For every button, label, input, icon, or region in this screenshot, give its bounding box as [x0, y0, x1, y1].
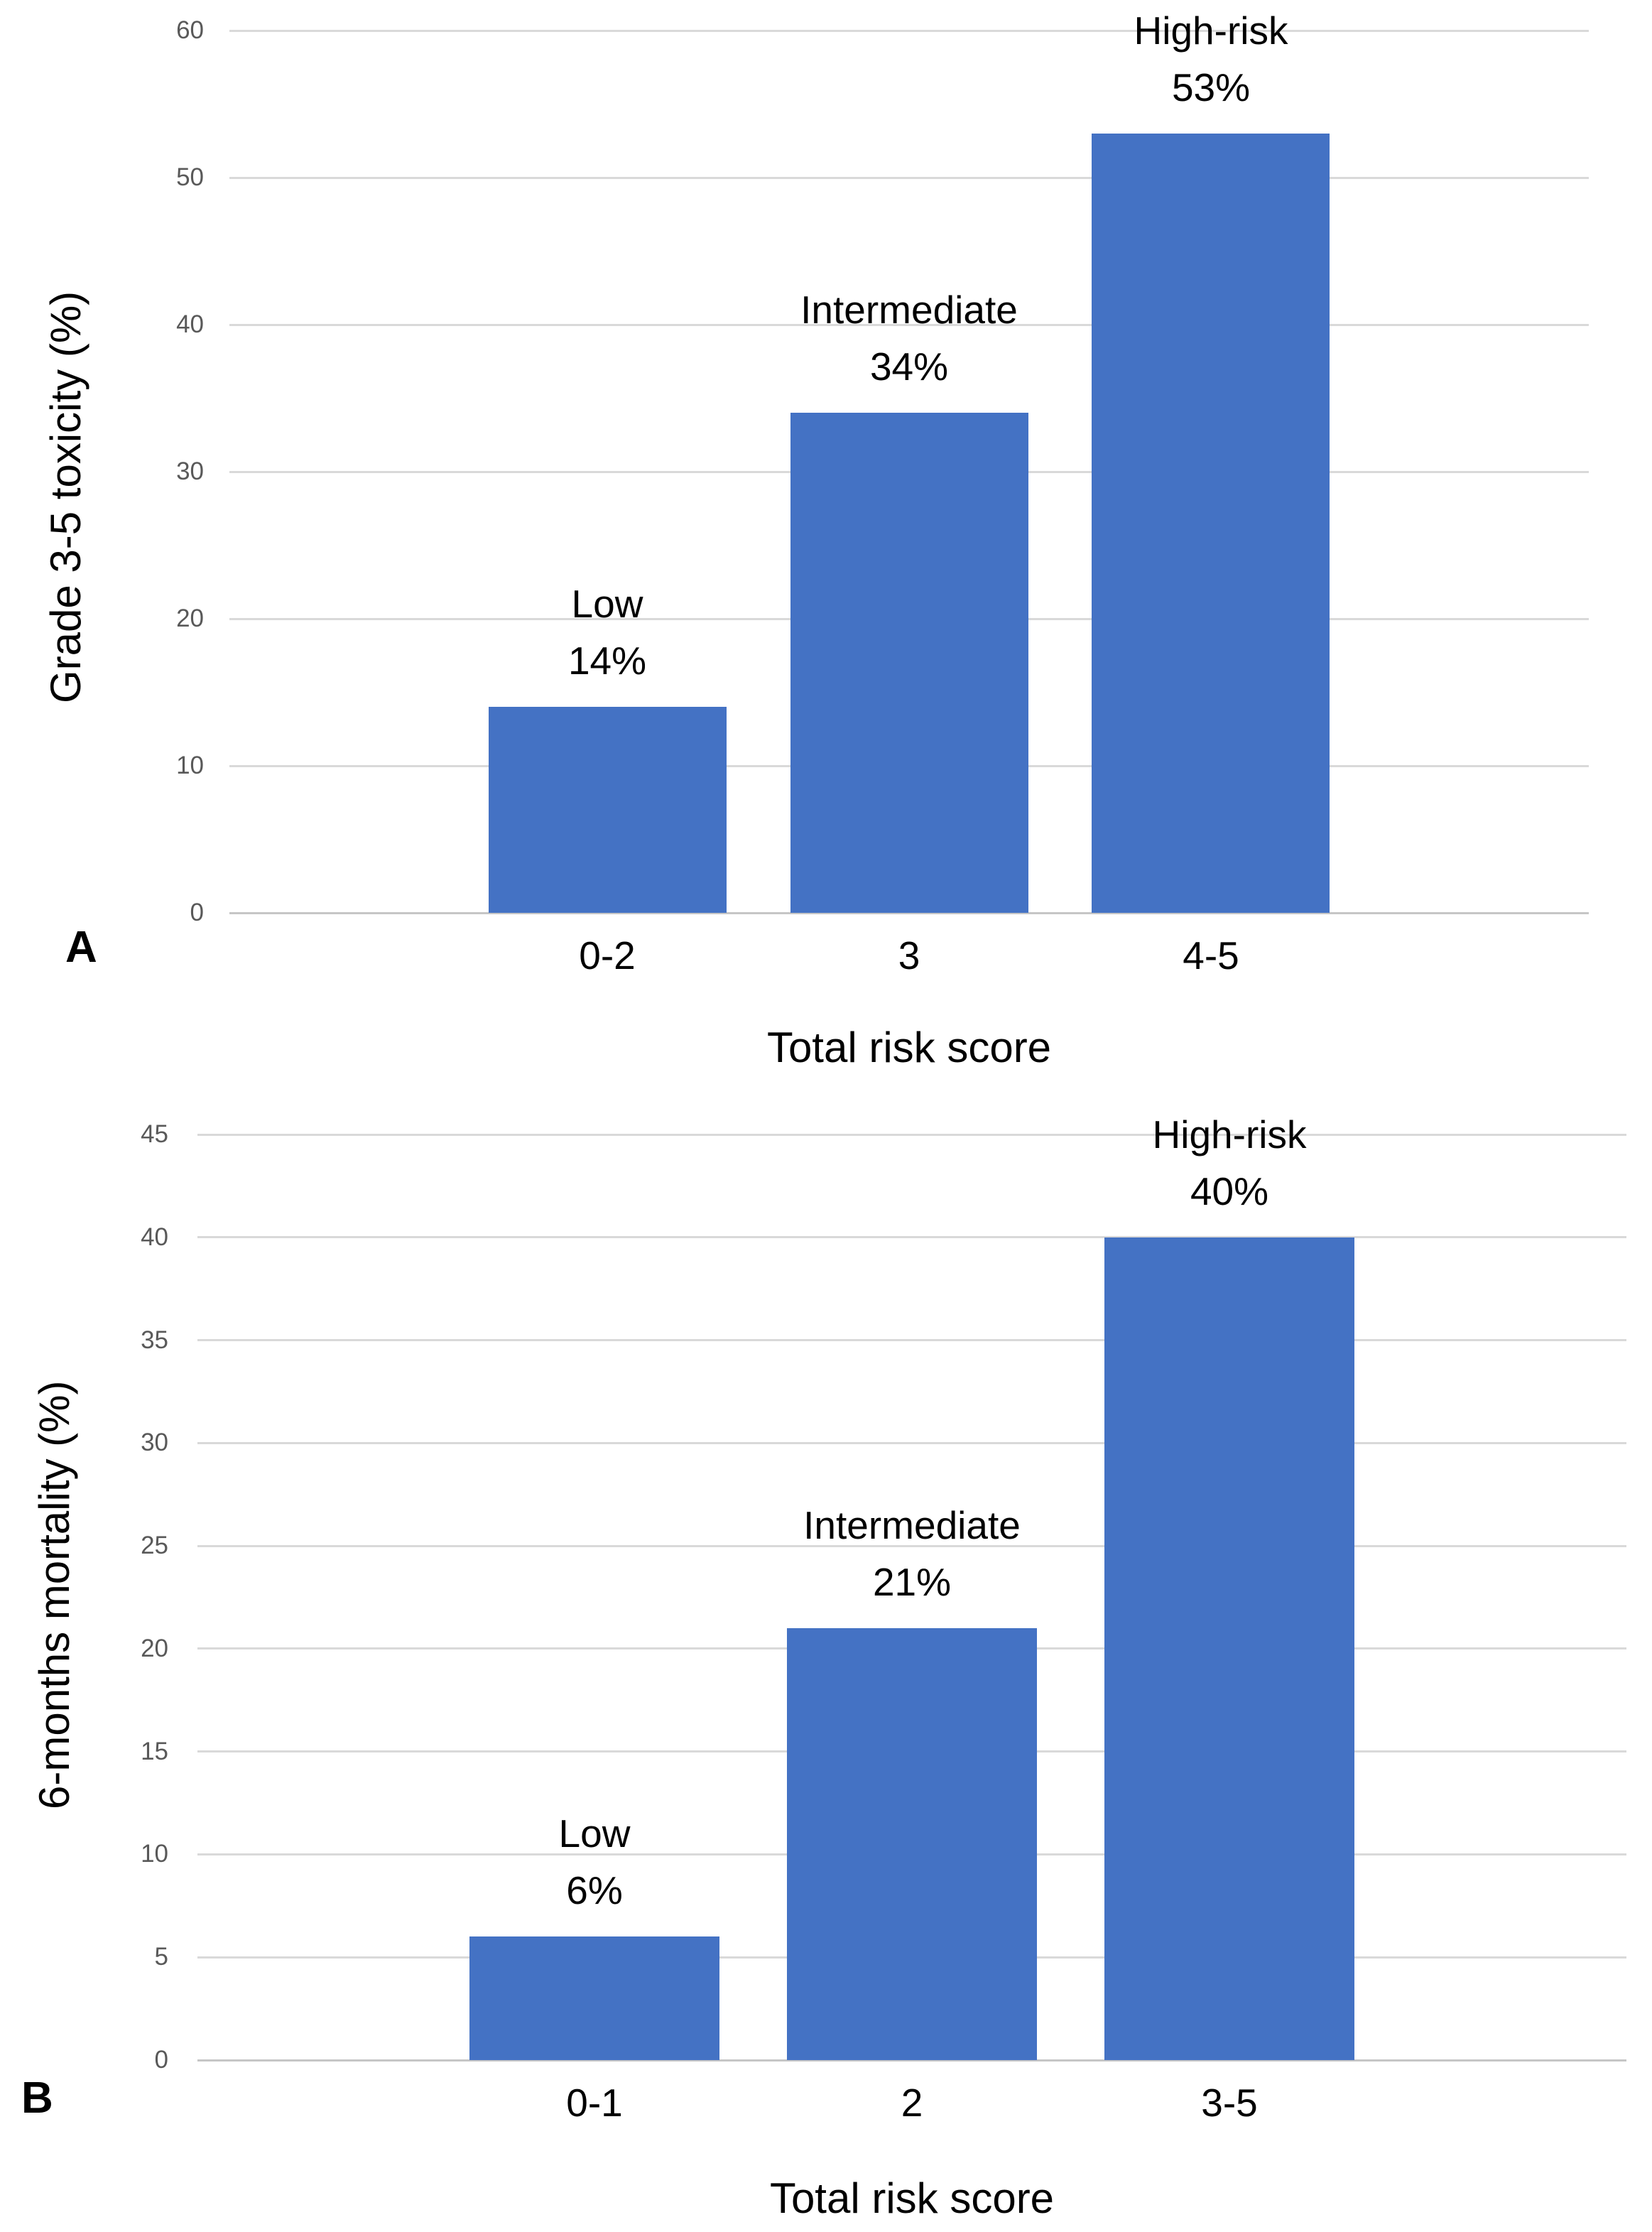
gridline-y30: [197, 1442, 1626, 1444]
plot-area-a: 0 10 20 30 40 50 60 Low 14% 0-2 Intermediate 34% 3 Hi…: [176, 9, 1589, 977]
x-category-label-3: 3: [898, 933, 920, 977]
bar-0-2: [489, 707, 727, 913]
bar-label-value: 21%: [872, 1560, 952, 1604]
bar-label-group: Intermediate: [803, 1503, 1021, 1547]
gridline-y0: [197, 2059, 1626, 2062]
bar-label-group: Low: [558, 1811, 631, 1856]
bar-label-group: Intermediate: [800, 288, 1018, 332]
y-tick-label-10: 10: [141, 1840, 168, 1868]
bar-label-3-5: High-risk 40%: [981, 1106, 1478, 1220]
y-tick-label-25: 25: [141, 1532, 168, 1559]
y-tick-label-0: 0: [154, 2046, 168, 2074]
bar-label-4-5: High-risk 53%: [962, 2, 1460, 116]
gridline-y35: [197, 1339, 1626, 1341]
y-tick-label-15: 15: [141, 1738, 168, 1765]
y-tick-label-30: 30: [141, 1429, 168, 1456]
bar-label-value: 34%: [869, 345, 949, 389]
panel-label-a: A: [65, 923, 97, 972]
y-tick-label-50: 50: [176, 163, 204, 191]
bar-label-0-2: Low 14%: [359, 575, 856, 689]
bar-label-value: 6%: [566, 1868, 623, 1912]
bar-3-5: [1104, 1237, 1354, 2060]
gridline-y45: [197, 1134, 1626, 1136]
y-tick-label-20: 20: [176, 605, 204, 632]
gridline-y60: [229, 30, 1589, 32]
x-axis-title-b: Total risk score: [769, 2174, 1055, 2222]
y-tick-label-35: 35: [141, 1326, 168, 1354]
y-tick-label-40: 40: [141, 1223, 168, 1251]
gridline-y50: [229, 177, 1589, 179]
bar-label-group: Low: [571, 582, 643, 626]
plot-area-b: 0 5 10 15 20 25 30 35 40 45 Low 6% 0-1 Intermediate 21…: [141, 1112, 1626, 2124]
gridline-y0: [229, 912, 1589, 914]
y-tick-label-30: 30: [176, 457, 204, 485]
y-tick-label-10: 10: [176, 752, 204, 779]
x-axis-title-a: Total risk score: [766, 1024, 1052, 1071]
bar-0-1: [469, 1936, 719, 2060]
gridline-y40: [229, 324, 1589, 326]
bar-label-group: High-risk: [1152, 1112, 1307, 1156]
bar-2: [787, 1628, 1037, 2060]
bar-3: [790, 413, 1028, 913]
bar-label-value: 40%: [1190, 1169, 1269, 1213]
bar-label-value: 14%: [567, 639, 647, 683]
y-tick-label-60: 60: [176, 16, 204, 44]
x-category-label-2: 2: [901, 2081, 923, 2125]
bar-label-0-1: Low 6%: [346, 1805, 843, 1919]
gridline-y25: [197, 1545, 1626, 1547]
x-category-label-3-5: 3-5: [1201, 2081, 1258, 2125]
y-tick-label-5: 5: [154, 1943, 168, 1971]
bar-label-3: Intermediate 34%: [661, 281, 1158, 395]
bar-label-value: 53%: [1171, 65, 1251, 109]
bar-4-5: [1092, 134, 1330, 913]
x-category-label-4-5: 4-5: [1183, 933, 1239, 977]
y-tick-label-40: 40: [176, 310, 204, 338]
y-tick-label-45: 45: [141, 1120, 168, 1148]
panel-label-b: B: [21, 2074, 53, 2123]
x-category-label-0-1: 0-1: [566, 2081, 623, 2125]
gridline-y40: [197, 1236, 1626, 1238]
bar-label-group: High-risk: [1134, 9, 1288, 53]
x-category-label-0-2: 0-2: [579, 933, 636, 977]
bar-label-2: Intermediate 21%: [663, 1497, 1161, 1610]
y-tick-label-0: 0: [190, 899, 204, 926]
y-tick-label-20: 20: [141, 1635, 168, 1662]
